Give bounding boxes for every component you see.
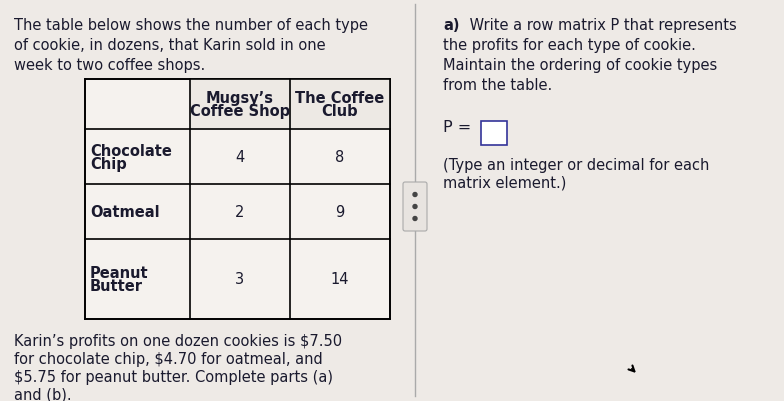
Text: Write a row matrix P that represents: Write a row matrix P that represents xyxy=(465,18,737,33)
Text: for chocolate chip, $4.70 for oatmeal, and: for chocolate chip, $4.70 for oatmeal, a… xyxy=(14,351,323,366)
Text: Club: Club xyxy=(321,104,358,119)
Text: the profits for each type of cookie.: the profits for each type of cookie. xyxy=(443,38,696,53)
Text: Chocolate: Chocolate xyxy=(90,144,172,159)
Text: 2: 2 xyxy=(235,205,245,219)
Text: 14: 14 xyxy=(331,272,349,287)
Text: 8: 8 xyxy=(336,150,345,164)
Text: Chip: Chip xyxy=(90,157,127,172)
Text: and (b).: and (b). xyxy=(14,387,71,401)
Circle shape xyxy=(413,217,417,221)
Text: a): a) xyxy=(443,18,459,33)
Text: 9: 9 xyxy=(336,205,345,219)
Text: $5.75 for peanut butter. Complete parts (a): $5.75 for peanut butter. Complete parts … xyxy=(14,369,333,384)
Circle shape xyxy=(413,205,417,209)
Text: Coffee Shop: Coffee Shop xyxy=(190,104,290,119)
Text: The Coffee: The Coffee xyxy=(296,91,385,106)
Text: Karin’s profits on one dozen cookies is $7.50: Karin’s profits on one dozen cookies is … xyxy=(14,333,342,348)
Bar xyxy=(481,122,507,146)
Text: 3: 3 xyxy=(235,272,245,287)
Text: Butter: Butter xyxy=(90,279,143,294)
Text: of cookie, in dozens, that Karin sold in one: of cookie, in dozens, that Karin sold in… xyxy=(14,38,325,53)
Text: (Type an integer or decimal for each: (Type an integer or decimal for each xyxy=(443,158,710,172)
Text: week to two coffee shops.: week to two coffee shops. xyxy=(14,58,205,73)
Text: Oatmeal: Oatmeal xyxy=(90,205,160,219)
Text: The table below shows the number of each type: The table below shows the number of each… xyxy=(14,18,368,33)
Text: P =: P = xyxy=(443,120,471,135)
FancyBboxPatch shape xyxy=(403,182,427,231)
Text: Maintain the ordering of cookie types: Maintain the ordering of cookie types xyxy=(443,58,717,73)
Text: matrix element.): matrix element.) xyxy=(443,176,566,190)
Bar xyxy=(85,80,390,319)
Text: Mugsy’s: Mugsy’s xyxy=(206,91,274,106)
Text: 4: 4 xyxy=(235,150,245,164)
Text: Peanut: Peanut xyxy=(90,266,149,281)
Circle shape xyxy=(413,193,417,197)
Bar xyxy=(190,80,390,130)
Text: from the table.: from the table. xyxy=(443,78,552,93)
